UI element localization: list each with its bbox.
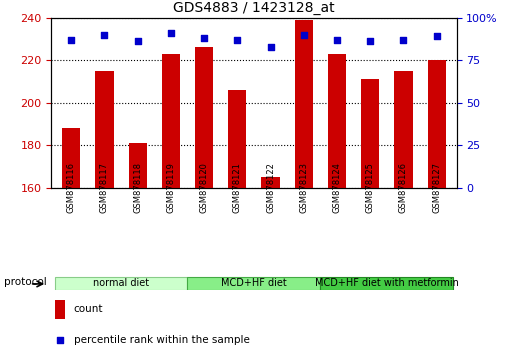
Text: GSM878118: GSM878118 bbox=[133, 162, 142, 213]
Bar bbox=[162, 54, 180, 188]
Text: GSM878123: GSM878123 bbox=[299, 162, 308, 213]
Bar bbox=[328, 54, 346, 188]
Bar bbox=[262, 177, 280, 188]
Point bbox=[101, 32, 109, 38]
Text: GSM878126: GSM878126 bbox=[399, 162, 408, 213]
Bar bbox=[54, 277, 187, 290]
Point bbox=[366, 39, 374, 44]
Bar bbox=[62, 128, 81, 188]
Title: GDS4883 / 1423128_at: GDS4883 / 1423128_at bbox=[173, 1, 335, 15]
Text: GSM878116: GSM878116 bbox=[67, 162, 76, 213]
Bar bbox=[321, 277, 453, 290]
Bar bbox=[95, 71, 113, 188]
Bar bbox=[394, 71, 412, 188]
Point bbox=[167, 30, 175, 36]
Text: GSM878125: GSM878125 bbox=[366, 162, 374, 213]
Bar bbox=[187, 277, 321, 290]
Bar bbox=[361, 79, 379, 188]
Point bbox=[200, 35, 208, 41]
Text: MCD+HF diet with metformin: MCD+HF diet with metformin bbox=[315, 278, 459, 288]
Point bbox=[432, 34, 441, 39]
Point bbox=[300, 32, 308, 38]
Text: GSM878127: GSM878127 bbox=[432, 162, 441, 213]
Text: MCD+HF diet: MCD+HF diet bbox=[221, 278, 287, 288]
Bar bbox=[129, 143, 147, 188]
Point bbox=[233, 37, 242, 42]
Text: GSM878119: GSM878119 bbox=[166, 162, 175, 213]
Text: GSM878120: GSM878120 bbox=[200, 162, 209, 213]
Bar bbox=[427, 60, 446, 188]
Bar bbox=[228, 90, 246, 188]
Bar bbox=[294, 20, 313, 188]
Point bbox=[67, 37, 75, 42]
Text: GSM878124: GSM878124 bbox=[332, 162, 342, 213]
Bar bbox=[55, 300, 66, 319]
Text: count: count bbox=[73, 304, 103, 314]
Text: percentile rank within the sample: percentile rank within the sample bbox=[73, 335, 249, 345]
Bar bbox=[195, 47, 213, 188]
Text: GSM878121: GSM878121 bbox=[233, 162, 242, 213]
Point bbox=[333, 37, 341, 42]
Point bbox=[266, 44, 274, 50]
Point bbox=[399, 37, 407, 42]
Text: protocol: protocol bbox=[4, 276, 47, 286]
Point bbox=[56, 337, 64, 343]
Text: GSM878117: GSM878117 bbox=[100, 162, 109, 213]
Point bbox=[133, 39, 142, 44]
Text: GSM878122: GSM878122 bbox=[266, 162, 275, 213]
Text: normal diet: normal diet bbox=[93, 278, 149, 288]
